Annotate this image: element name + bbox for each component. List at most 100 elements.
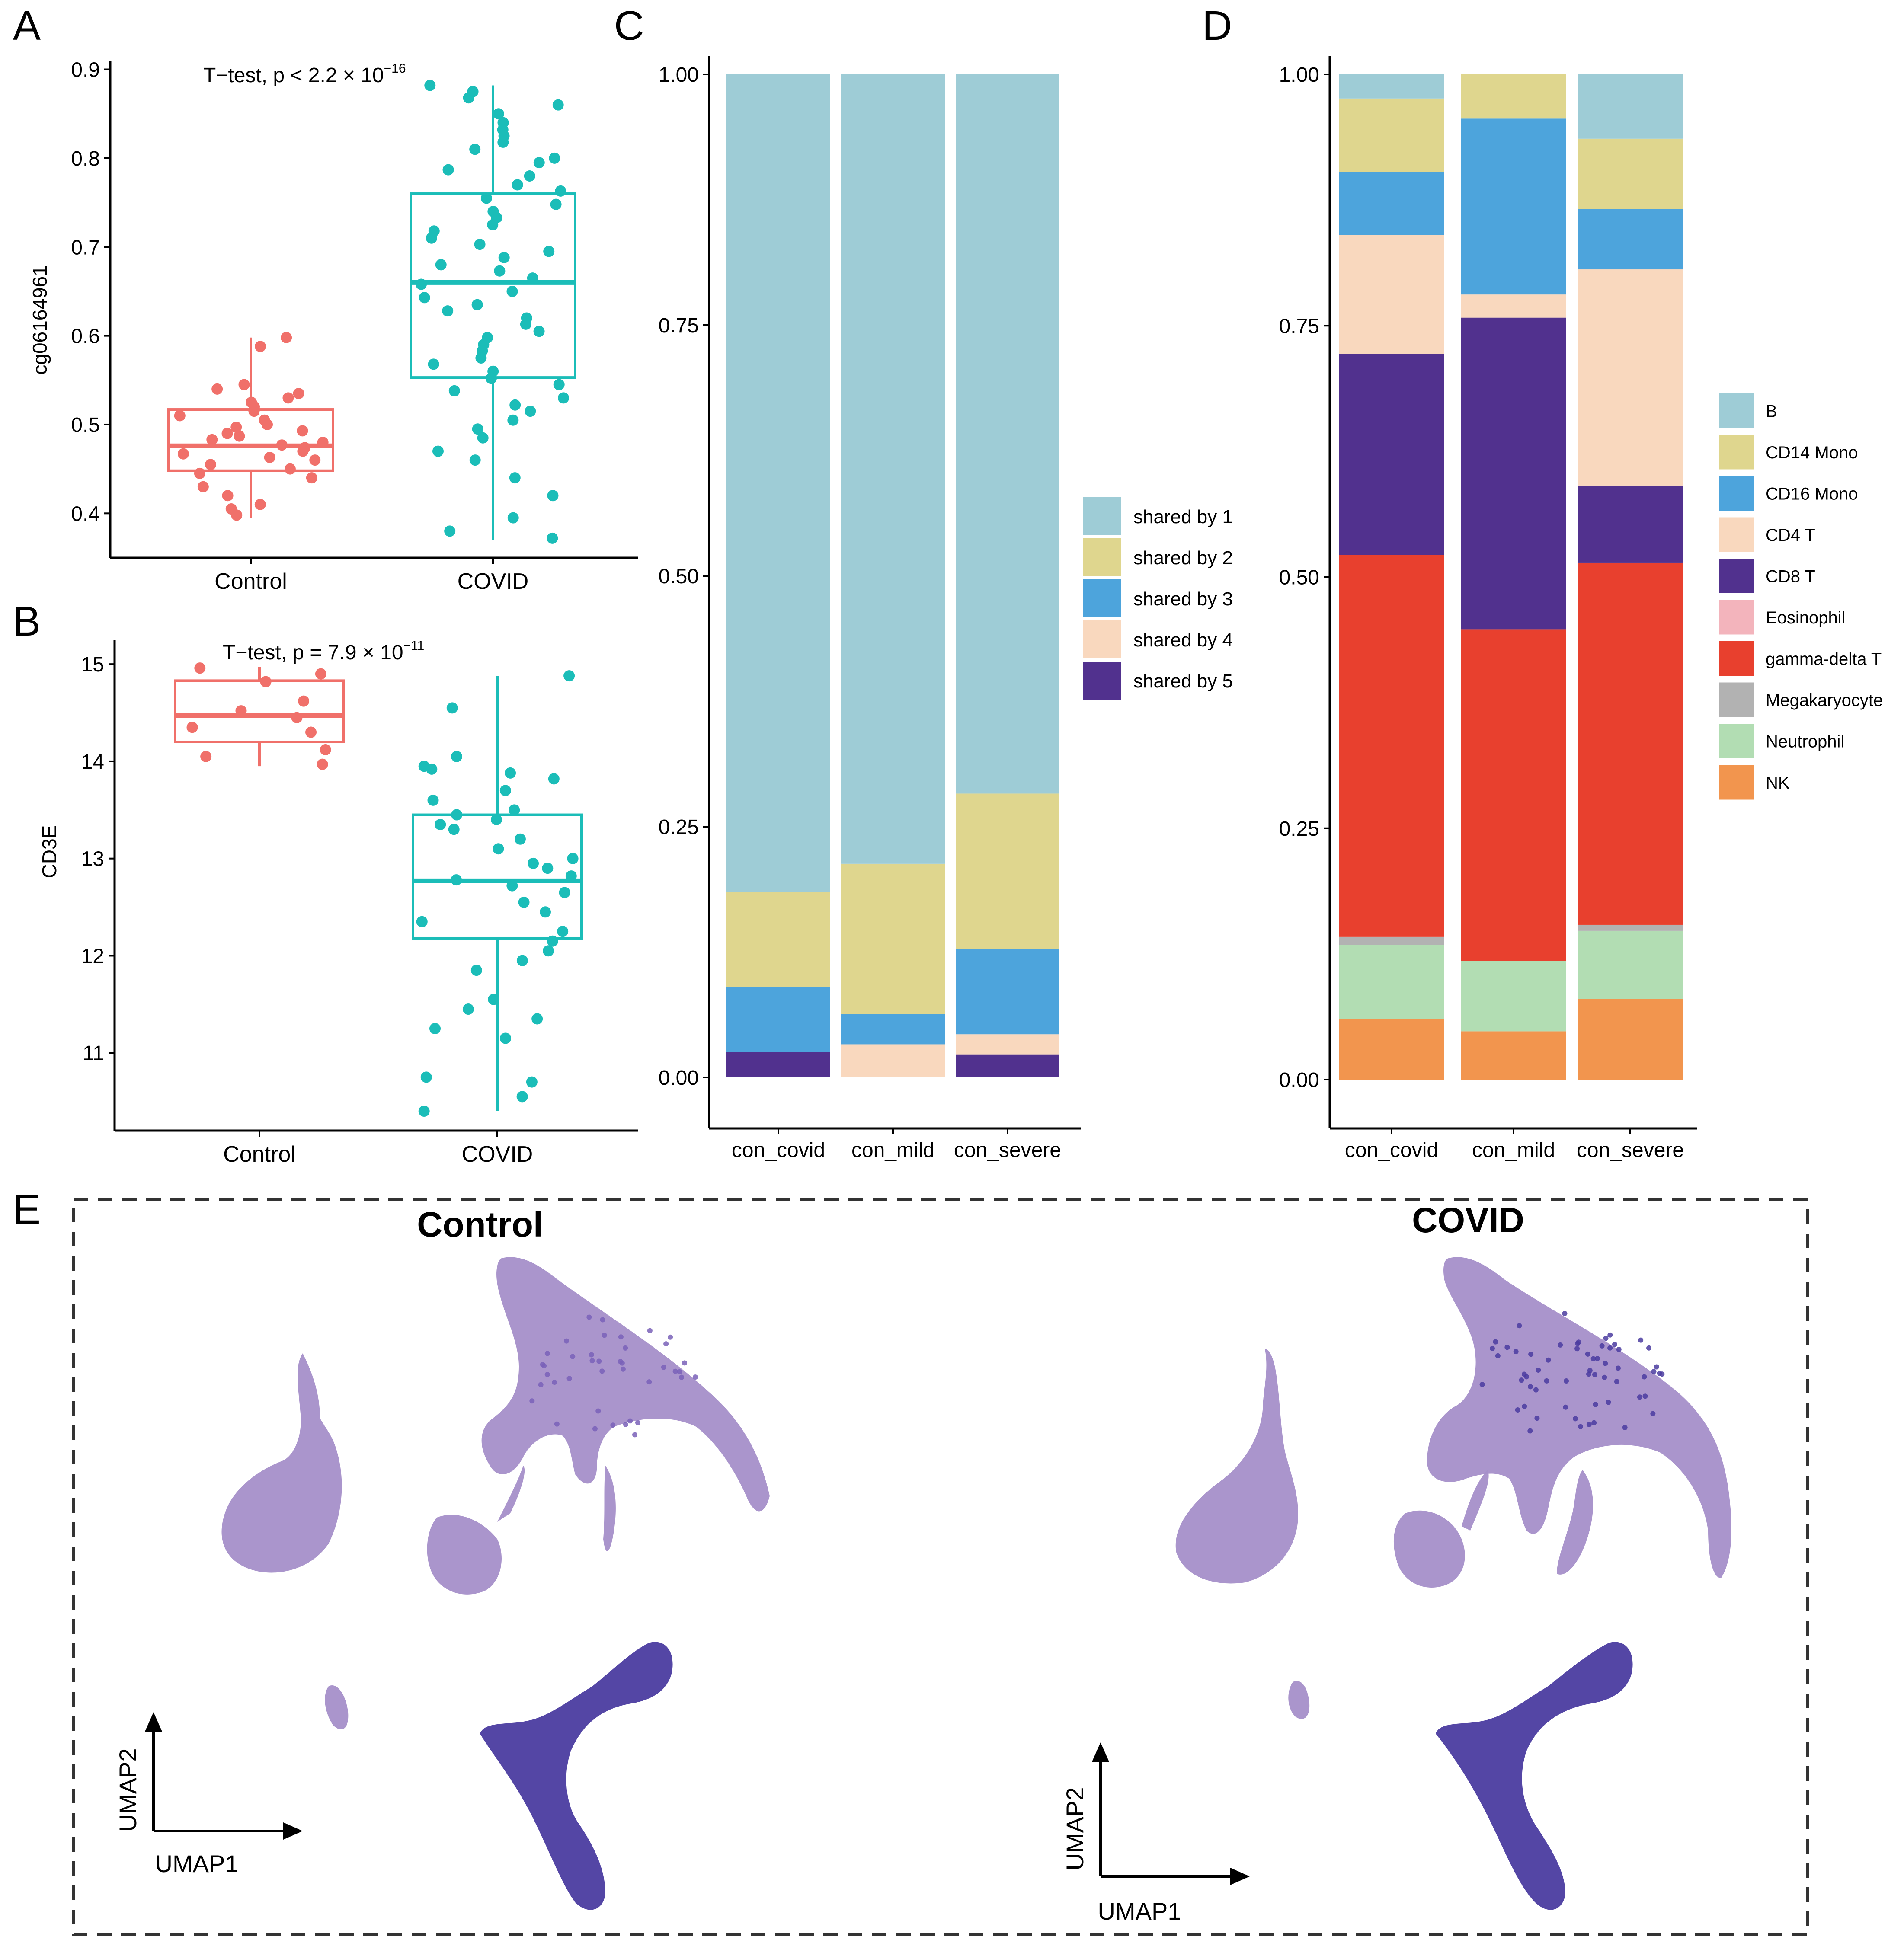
c-bar-con_severe-shared-by-4 (956, 1034, 1059, 1055)
a-point-covid (426, 232, 437, 244)
umap-control-cell-dot (589, 1352, 594, 1358)
a-point-covid (480, 192, 492, 204)
a-point-covid (472, 423, 483, 435)
umap-control-xlabel: UMAP1 (155, 1850, 239, 1877)
a-point-covid (485, 373, 497, 384)
a-point-control (248, 406, 260, 417)
b-point-covid (516, 955, 528, 966)
c-bar-con_covid-shared-by-3 (726, 987, 830, 1052)
d-legend-key (1719, 517, 1754, 552)
d-y-tick-label: 0.25 (1279, 818, 1319, 840)
d-bar-con_covid-cd16-mono (1339, 172, 1444, 235)
c-legend-label: shared by 3 (1133, 588, 1233, 610)
b-point-control (291, 712, 303, 723)
b-point-control (194, 662, 206, 674)
b-x-tick-label: COVID (462, 1142, 533, 1167)
umap-covid-cell-dot (1654, 1364, 1659, 1370)
a-point-covid (442, 305, 454, 317)
umap-covid-cell-dot (1607, 1345, 1613, 1351)
d-legend-key (1719, 393, 1754, 428)
b-point-covid (559, 887, 570, 898)
a-point-covid (533, 326, 545, 337)
a-point-covid (533, 157, 545, 169)
d-legend-label: CD14 Mono (1766, 443, 1858, 462)
umap-control-cell-dot (679, 1374, 685, 1380)
b-point-covid (416, 916, 428, 927)
panel-letter-d: D (1202, 3, 1232, 49)
b-box-control (174, 679, 345, 743)
a-x-tick-label: Control (214, 569, 287, 594)
c-legend-label: shared by 4 (1133, 630, 1233, 651)
umap-covid-cluster-bottom (1436, 1642, 1633, 1910)
umap-covid-cluster-mid (1393, 1470, 1593, 1588)
b-point-covid (540, 906, 551, 918)
umap-covid-cell-dot (1603, 1336, 1609, 1341)
b-point-covid (542, 945, 554, 957)
umap-control-ylabel: UMAP2 (114, 1748, 141, 1832)
umap-covid-cell-dot (1612, 1342, 1617, 1347)
d-bar-con_severe-megakaryocyte (1578, 924, 1683, 931)
umap-covid-cell-dot (1578, 1424, 1584, 1429)
c-x-tick-label: con_mild (851, 1139, 934, 1162)
panel-b-ylabel: CD3E (38, 825, 61, 879)
umap-control-title: Control (417, 1205, 543, 1244)
a-point-covid (463, 92, 474, 104)
umap-control-cell-dot (693, 1374, 698, 1380)
b-y-tick-label: 15 (81, 653, 104, 676)
d-bar-con_severe-cd4-t (1578, 269, 1683, 486)
umap-control-plot (221, 1257, 770, 1910)
b-point-covid (563, 670, 575, 682)
b-x-tick-label: Control (223, 1142, 296, 1167)
umap-covid-cell-dot (1563, 1404, 1568, 1410)
umap-control-cell-dot (589, 1358, 595, 1364)
umap-control-cell-dot (620, 1366, 626, 1372)
umap-control-cell-dot (646, 1379, 652, 1385)
umap-control-cell-dot (623, 1422, 628, 1427)
d-bar-con_mild-cd4-t (1461, 294, 1566, 318)
a-point-control (197, 481, 209, 492)
b-point-covid (493, 843, 504, 855)
umap-control-cell-dot (661, 1365, 666, 1370)
d-bar-con_severe-b (1578, 74, 1683, 139)
d-legend-label: gamma-delta T (1766, 649, 1882, 668)
b-point-covid (488, 994, 499, 1005)
umap-covid-cell-dot (1595, 1356, 1600, 1361)
b-point-covid (418, 1106, 430, 1117)
c-y-tick-label: 0.75 (659, 314, 699, 337)
d-bar-con_mild-neutrophil (1461, 961, 1566, 1032)
a-point-covid (487, 219, 499, 230)
a-point-control (284, 463, 296, 475)
umap-control-axes: UMAP2 UMAP1 (114, 1712, 303, 1877)
a-point-control (174, 410, 186, 422)
b-point-covid (506, 880, 518, 892)
a-point-covid (509, 472, 521, 484)
a-point-control (254, 499, 266, 510)
a-point-control (281, 332, 292, 343)
b-point-control (186, 722, 198, 733)
umap-covid-title: COVID (1412, 1201, 1524, 1240)
b-point-covid (446, 702, 458, 714)
a-point-covid (442, 164, 454, 176)
umap-control-cell-dot (586, 1314, 592, 1320)
a-point-covid (444, 525, 456, 537)
b-box-covid (412, 813, 583, 940)
c-bar-con_covid-shared-by-1 (726, 74, 830, 892)
umap-covid-cell-dot (1642, 1393, 1648, 1399)
umap-covid-cell-dot (1642, 1374, 1647, 1380)
d-bar-con_mild-gamma-delta-t (1461, 629, 1566, 961)
b-point-covid (451, 874, 462, 886)
umap-covid-cell-dot (1573, 1416, 1578, 1422)
c-legend-key (1083, 497, 1121, 535)
a-point-covid (553, 379, 565, 390)
b-point-covid (516, 1091, 528, 1103)
d-bar-con_covid-b (1339, 74, 1444, 99)
panel-letter-e: E (13, 1186, 41, 1233)
b-point-covid (499, 785, 511, 796)
umap-control-cell-dot (552, 1380, 557, 1385)
c-legend-label: shared by 2 (1133, 547, 1233, 569)
umap-covid-cell-dot (1489, 1345, 1495, 1351)
d-y-tick-label: 0.50 (1279, 566, 1319, 589)
c-bar-con_mild-shared-by-2 (841, 863, 945, 1014)
d-bar-con_covid-cd4-t (1339, 235, 1444, 354)
umap-control-cell-dot (663, 1341, 669, 1347)
